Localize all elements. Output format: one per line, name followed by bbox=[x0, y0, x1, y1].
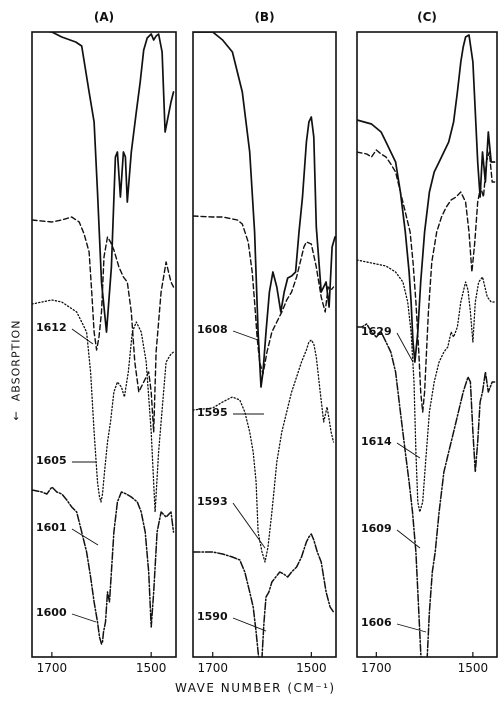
peak-label: 1605 bbox=[36, 454, 67, 467]
peak-label: 1600 bbox=[36, 606, 67, 619]
peak-leader-line bbox=[232, 502, 266, 549]
x-tick-label: 1700 bbox=[361, 661, 392, 675]
peak-label: 1612 bbox=[36, 321, 67, 334]
x-tick-label: 1700 bbox=[36, 661, 68, 675]
panel-frame bbox=[31, 31, 177, 658]
peak-leader-line bbox=[71, 528, 99, 546]
spectrum-trace-dashed bbox=[32, 216, 175, 433]
peak-label: 1609 bbox=[361, 522, 392, 535]
peak-leader-line bbox=[71, 613, 97, 623]
peak-label: 1608 bbox=[197, 323, 228, 336]
spectrum-panel-1 bbox=[31, 31, 177, 658]
peak-label: 1593 bbox=[197, 495, 228, 508]
x-tick-label: 1500 bbox=[135, 661, 167, 675]
x-axis-label: WAVE NUMBER (CM⁻¹) bbox=[175, 681, 336, 695]
spectrum-trace-dashdot bbox=[357, 323, 496, 657]
spectrum-trace-dashdot bbox=[193, 533, 335, 657]
x-tick-label: 1700 bbox=[197, 661, 228, 675]
spectrum-trace-dotted bbox=[32, 299, 175, 513]
peak-label: 1590 bbox=[197, 610, 228, 623]
peak-leader-line bbox=[396, 529, 421, 549]
peak-label: 1606 bbox=[361, 616, 392, 629]
panel-title: (C) bbox=[417, 10, 437, 24]
x-tick-label: 1500 bbox=[296, 661, 327, 675]
panel-frame bbox=[192, 31, 337, 658]
spectrum-trace-dashdot bbox=[32, 486, 175, 645]
peak-label: 1614 bbox=[361, 435, 392, 448]
spectrum-trace-solid bbox=[357, 34, 496, 363]
spectrum-trace-dashed bbox=[193, 215, 335, 375]
y-axis-label-text: ABSORPTION bbox=[9, 319, 23, 402]
spectrum-panel-3 bbox=[356, 31, 498, 658]
peak-leader-line bbox=[71, 328, 94, 345]
spectrum-trace-solid bbox=[193, 32, 336, 388]
y-axis-label: ← ABSORPTION bbox=[9, 319, 23, 421]
spectrum-trace-dotted bbox=[193, 339, 335, 563]
peak-leader-line bbox=[232, 617, 267, 632]
peak-leader-line bbox=[396, 442, 421, 459]
peak-leader-line bbox=[396, 623, 427, 633]
spectrum-trace-dotted bbox=[357, 259, 496, 513]
peak-leader-line bbox=[396, 332, 414, 363]
peak-label: 1601 bbox=[36, 521, 67, 534]
peak-label: 1595 bbox=[197, 406, 228, 419]
peak-label: 1629 bbox=[361, 325, 392, 338]
spectrum-panel-2 bbox=[192, 31, 337, 658]
panel-title: (B) bbox=[254, 10, 275, 24]
spectrum-trace-dashed bbox=[357, 149, 496, 413]
peak-leader-line bbox=[232, 330, 259, 341]
panel-title: (A) bbox=[93, 10, 115, 24]
spectrum-trace-solid bbox=[43, 32, 175, 333]
x-tick-label: 1500 bbox=[457, 661, 489, 675]
